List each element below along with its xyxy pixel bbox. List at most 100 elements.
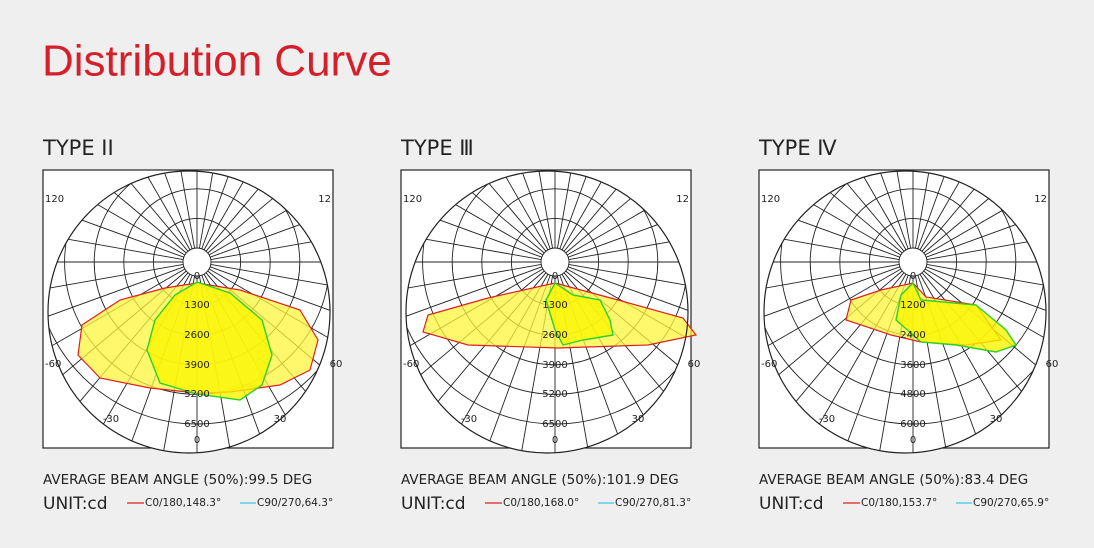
grid-spoke [561,171,688,251]
grid-spoke [48,263,184,315]
axis-label: 30 [274,414,287,425]
grid-spoke [406,268,544,413]
grid-spoke [210,209,330,261]
grid-spoke [566,268,688,413]
grid-spoke [563,171,688,252]
unit: UNIT:cd [43,494,108,514]
panel: TYPE Ⅲ 120 12 -60 60 -30 30 0 0 1300 2600 3900 5200 6… [400,136,700,514]
grid-spoke [210,266,330,366]
axis-label: 3600 [900,360,925,371]
grid-spoke [48,209,184,261]
grid-spoke [923,270,1046,453]
axis-label: -60 [45,359,61,370]
grid-spoke [860,171,912,249]
axis-label: -60 [403,359,419,370]
grid-spoke [208,268,330,413]
grid-spoke [406,171,549,251]
grid-spoke [568,171,688,258]
legend-entry: C90/270,81.3° [615,497,691,509]
axis-label: 12 [318,194,331,205]
axis-label: 2600 [184,330,209,341]
axis-label: 30 [990,414,1003,425]
grid-spoke [764,263,900,315]
grid-spoke [926,266,1046,366]
axis-label: 120 [403,194,422,205]
axis-label: 5200 [542,389,567,400]
axis-label: 6000 [900,419,925,430]
panel-title: TYPE Ⅳ [758,136,837,160]
grid-spoke [207,171,330,254]
grid-spoke [144,171,196,249]
axis-label: 6500 [184,419,209,430]
axis-label: 0 [194,435,200,446]
axis-label: 60 [330,359,343,370]
grid-spoke [917,171,1017,249]
grid-spoke [764,266,900,366]
axis-label: 2600 [542,330,567,341]
grid-spoke [764,268,902,413]
grid-spoke [502,171,554,249]
grid-spoke [919,171,1046,251]
grid-spoke [210,263,330,315]
axis-label: -30 [819,414,835,425]
panel-title: TYPE II [42,136,114,160]
grid-spoke [48,266,184,366]
grid-spoke [568,209,688,261]
axis-label: -30 [103,414,119,425]
grid-spoke [451,171,551,249]
axis-label: 0 [552,435,558,446]
grid-spoke [924,268,1046,413]
axis-label: 5200 [184,389,209,400]
grid-spoke [48,171,187,254]
grid-spoke [764,171,905,252]
grid-spoke [556,171,608,249]
axis-label: 1300 [184,300,209,311]
grid-spoke [210,171,330,258]
grid-spoke [48,171,189,252]
grid-spoke [565,171,688,254]
axis-label: -30 [461,414,477,425]
page-title: Distribution Curve [42,37,392,86]
grid-spoke [568,266,688,366]
grid-spoke [764,171,903,254]
axis-label: 3900 [542,360,567,371]
axis-label: 4800 [900,389,925,400]
axis-label: 120 [761,194,780,205]
axis-label: 30 [632,414,645,425]
grid-spoke [926,209,1046,261]
axis-label: 12 [676,194,689,205]
grid-spoke [406,266,542,366]
axis-label: 0 [910,435,916,446]
legend-entry: C0/180,148.3° [145,497,221,509]
grid-spoke [926,263,1046,315]
grid-spoke [764,209,900,261]
beam-angle: AVERAGE BEAM ANGLE (50%):83.4 DEG [759,472,1028,488]
grid-spoke [48,171,191,251]
axis-label: 0 [552,271,558,282]
axis-label: 120 [45,194,64,205]
grid-spoke [926,171,1046,258]
legend-entry: C90/270,65.9° [973,497,1049,509]
axis-label: 60 [1046,359,1059,370]
beam-angle: AVERAGE BEAM ANGLE (50%):101.9 DEG [401,472,679,488]
grid-spoke [809,171,909,249]
plot-outline [405,170,689,454]
panel-title: TYPE Ⅲ [400,136,474,160]
grid-spoke [205,171,330,252]
axis-label: 2400 [900,330,925,341]
axis-label: 1300 [542,300,567,311]
axis-label: 0 [910,271,916,282]
grid-spoke [559,171,659,249]
grid-spoke [208,171,330,256]
grid-spoke [406,171,545,254]
plot-outline [47,170,331,454]
panel: TYPE II 120 12 -60 60 -30 30 0 0 1300 2600 3900 5200… [42,136,343,514]
axis-label: 12 [1034,194,1047,205]
axis-label: 1200 [900,300,925,311]
legend-entry: C0/180,168.0° [503,497,579,509]
grid-spoke [201,171,301,249]
unit: UNIT:cd [401,494,466,514]
grid-spoke [198,171,250,249]
curve-c90 [895,281,1018,353]
unit: UNIT:cd [759,494,824,514]
